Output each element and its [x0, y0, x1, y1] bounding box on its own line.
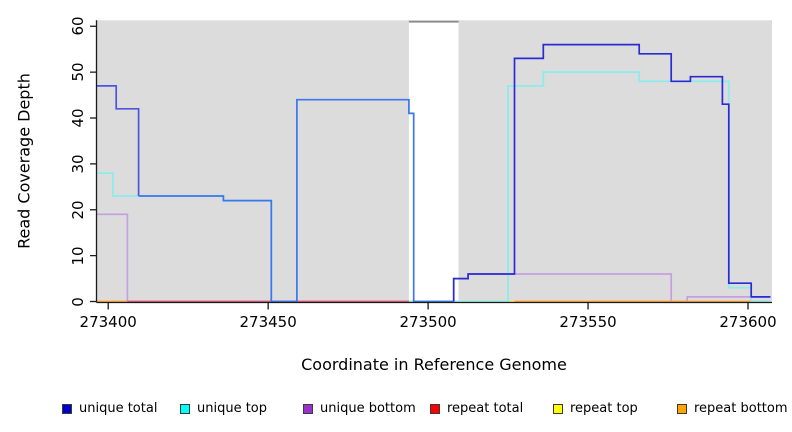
y-tick-label: 40	[69, 108, 87, 128]
series-line-unique-total	[97, 85, 140, 196]
legend-label: unique bottom	[320, 401, 416, 416]
legend-label: repeat top	[570, 401, 638, 416]
series-line-unique-total	[138, 98, 454, 303]
x-tick-label: 273550	[559, 313, 617, 331]
y-axis-title: Read Coverage Depth	[14, 73, 34, 249]
legend-item-repeat-total: repeat total	[430, 402, 523, 416]
y-tick-label: 30	[69, 154, 87, 174]
masked-region	[408, 20, 459, 303]
legend-label: repeat total	[447, 401, 524, 416]
y-tick-label: 60	[69, 16, 87, 36]
x-tick-label: 273500	[399, 313, 457, 331]
legend-item-repeat-bottom: repeat bottom	[677, 402, 788, 416]
x-tick-label: 273450	[239, 313, 297, 331]
legend-item-unique-total: unique total	[62, 402, 157, 416]
legend-swatch-icon	[677, 404, 687, 414]
y-tick-label: 20	[69, 200, 87, 220]
series-line-unique-total	[452, 43, 771, 302]
legend-label: unique total	[79, 401, 158, 416]
legend-label: repeat bottom	[694, 401, 788, 416]
x-axis-title: Coordinate in Reference Genome	[301, 355, 567, 374]
y-tick-label: 10	[69, 246, 87, 266]
y-tick-label: 50	[69, 62, 87, 82]
x-tick-label: 273600	[719, 313, 777, 331]
legend-swatch-icon	[430, 404, 440, 414]
legend-swatch-icon	[303, 404, 313, 414]
legend-item-unique-top: unique top	[180, 402, 267, 416]
x-tick-label: 273400	[79, 313, 137, 331]
legend-item-repeat-top: repeat top	[553, 402, 638, 416]
legend-label: unique top	[197, 401, 268, 416]
legend-swatch-icon	[62, 404, 72, 414]
y-tick-label: 0	[69, 296, 87, 307]
legend-item-unique-bottom: unique bottom	[303, 402, 416, 416]
legend-swatch-icon	[180, 404, 190, 414]
legend-swatch-icon	[553, 404, 563, 414]
